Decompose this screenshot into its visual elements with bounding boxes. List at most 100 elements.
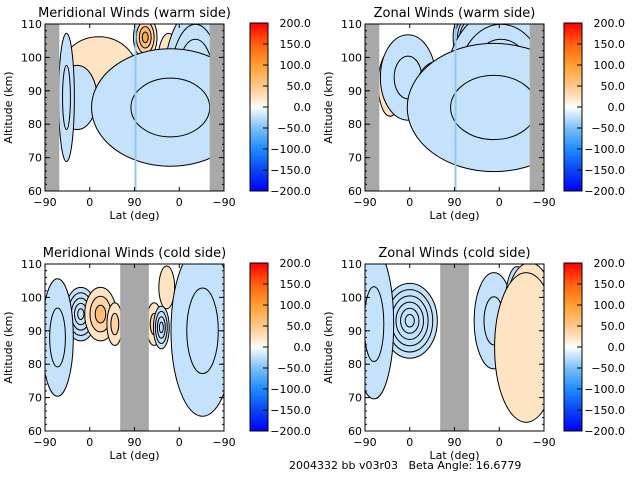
y-tick-label: 110	[21, 18, 42, 31]
y-tick-label: 100	[21, 291, 42, 304]
no-data-region	[440, 264, 469, 431]
colorbar-tick-label: 150.0	[594, 38, 626, 51]
colorbar-tick-label: 150.0	[280, 278, 312, 291]
colorbar-tick-label: 0.0	[294, 341, 312, 354]
colorbar-tick-label: 0.0	[294, 101, 312, 114]
panel-1: 60 70 80 90 100 110 −90 0 90 0 −90 Zonal Winds (war…	[322, 6, 625, 222]
contour-band	[494, 272, 544, 423]
y-tick-label: 60	[28, 425, 42, 438]
x-tick-label: −90	[353, 436, 376, 449]
y-tick-label: 70	[348, 152, 362, 165]
colorbar-tick-label: 100.0	[280, 59, 312, 72]
y-tick-label: 90	[348, 85, 362, 98]
x-tick-label: 90	[448, 196, 462, 209]
contour-band	[404, 314, 415, 328]
y-tick-label: 100	[341, 51, 362, 64]
y-tick-label: 80	[348, 358, 362, 371]
colorbar-tick-label: −200.0	[270, 425, 311, 438]
colorbar-tick-label: −150.0	[584, 164, 625, 177]
y-tick-label: 90	[28, 325, 42, 338]
contour-band	[49, 307, 66, 368]
colorbar: 200.0 150.0 100.0 50.0 0.0 −50.0 −100.0 −150.0 −…	[249, 257, 312, 438]
y-axis-label: Altitude (km)	[322, 311, 335, 383]
y-tick-label: 110	[341, 18, 362, 31]
contour-band	[77, 308, 85, 320]
y-tick-label: 70	[348, 392, 362, 405]
colorbar-tick-label: −150.0	[584, 404, 625, 417]
contour-band	[158, 321, 164, 334]
y-tick-label: 110	[21, 258, 42, 271]
colorbar-tick-label: 50.0	[601, 320, 626, 333]
colorbar: 200.0 150.0 100.0 50.0 0.0 −50.0 −100.0 −150.0 −…	[563, 17, 626, 198]
colorbar-tick-label: 100.0	[594, 299, 626, 312]
colorbar-tick-label: 150.0	[280, 38, 312, 51]
colorbar-tick-label: 50.0	[287, 320, 312, 333]
x-axis-label: Lat (deg)	[110, 209, 160, 222]
colorbar-tick-label: 50.0	[601, 80, 626, 93]
x-tick-label: 90	[448, 436, 462, 449]
x-tick-label: −90	[212, 436, 235, 449]
colorbar-tick-label: −150.0	[270, 404, 311, 417]
x-tick-label: −90	[33, 196, 56, 209]
y-tick-label: 90	[348, 325, 362, 338]
colorbar-tick-label: −100.0	[270, 143, 311, 156]
colorbar-tick-label: 200.0	[594, 17, 626, 30]
contour-band	[141, 31, 149, 44]
y-tick-label: 60	[348, 185, 362, 198]
x-tick-label: 0	[176, 196, 183, 209]
x-axis-label: Lat (deg)	[430, 209, 480, 222]
chart-title: Meridional Winds (cold side)	[43, 246, 226, 261]
x-tick-label: −90	[532, 196, 555, 209]
no-data-region	[209, 24, 224, 191]
no-data-region	[529, 24, 544, 191]
x-tick-label: 0	[86, 436, 93, 449]
colorbar-tick-label: 0.0	[608, 341, 626, 354]
y-axis-label: Altitude (km)	[2, 311, 15, 383]
x-tick-label: −90	[532, 436, 555, 449]
y-tick-label: 80	[28, 358, 42, 371]
x-tick-label: −90	[212, 196, 235, 209]
panel-0: 60 70 80 90 100 110 −90 0 90 0 −90 Meridional Winds…	[2, 6, 311, 222]
no-data-region	[45, 24, 60, 191]
chart-title: Zonal Winds (cold side)	[378, 246, 530, 261]
colorbar-tick-label: 100.0	[594, 59, 626, 72]
colorbar-tick-label: 50.0	[287, 80, 312, 93]
x-tick-label: 0	[406, 196, 413, 209]
y-tick-label: 60	[348, 425, 362, 438]
y-tick-label: 90	[28, 85, 42, 98]
contour-band	[130, 77, 211, 138]
no-data-region	[365, 24, 380, 191]
colorbar: 200.0 150.0 100.0 50.0 0.0 −50.0 −100.0 −150.0 −…	[249, 17, 312, 198]
chart-title: Zonal Winds (warm side)	[374, 6, 536, 21]
contour-band	[110, 312, 120, 336]
x-tick-label: 0	[86, 196, 93, 209]
y-tick-label: 70	[28, 152, 42, 165]
colorbar-tick-label: 200.0	[280, 17, 312, 30]
y-tick-label: 80	[28, 118, 42, 131]
y-tick-label: 100	[341, 291, 362, 304]
chart-title: Meridional Winds (warm side)	[38, 6, 231, 21]
colorbar-tick-label: −50.0	[277, 122, 311, 135]
colorbar-tick-label: −200.0	[270, 185, 311, 198]
y-tick-label: 60	[28, 185, 42, 198]
x-tick-label: 90	[128, 436, 142, 449]
colorbar-tick-label: −50.0	[591, 122, 625, 135]
x-tick-label: 0	[406, 436, 413, 449]
x-tick-label: −90	[33, 436, 56, 449]
colorbar-tick-label: 200.0	[280, 257, 312, 270]
colorbar-tick-label: 200.0	[594, 257, 626, 270]
contour-band	[158, 265, 176, 310]
y-tick-label: 100	[21, 51, 42, 64]
y-tick-label: 80	[348, 118, 362, 131]
panel-3: 60 70 80 90 100 110 −90 0 90 0 −90 Zonal Winds (col…	[322, 246, 625, 462]
x-tick-label: 0	[176, 436, 183, 449]
footer-info: 2004332 bb v03r03 Beta Angle: 16.6779	[289, 459, 522, 472]
contour-band	[94, 304, 107, 324]
colorbar-tick-label: −150.0	[270, 164, 311, 177]
panel-2: 60 70 80 90 100 110 −90 0 90 0 −90 Meridional Winds…	[2, 246, 312, 462]
y-axis-label: Altitude (km)	[322, 71, 335, 143]
x-tick-label: 0	[496, 436, 503, 449]
colorbar-tick-label: 100.0	[280, 299, 312, 312]
contour-band	[186, 287, 219, 375]
colorbar-tick-label: 0.0	[608, 101, 626, 114]
